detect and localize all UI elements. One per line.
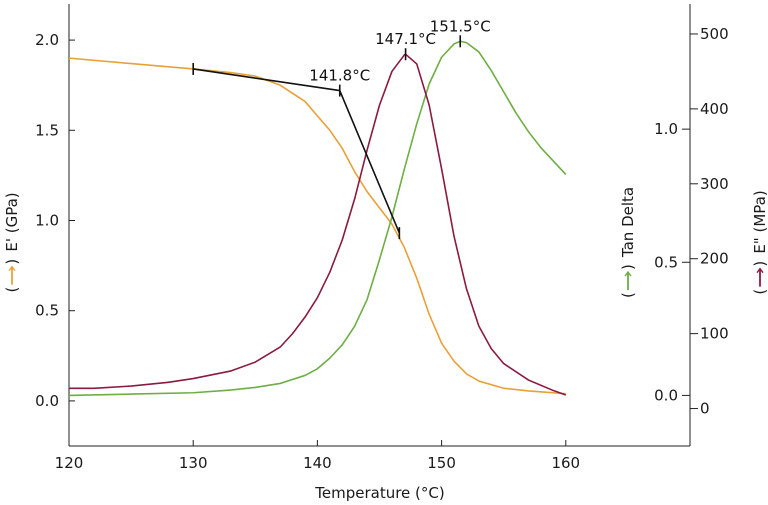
- legend-paren-open: (: [619, 292, 637, 298]
- right-tick-label: 500: [700, 25, 729, 43]
- tan-delta-tick-label: 0.5: [654, 253, 678, 271]
- legend-paren-close: ): [619, 264, 637, 270]
- x-tick-label: 140: [303, 454, 332, 472]
- tangent-line: [193, 68, 340, 92]
- legend-arrow: [756, 267, 764, 274]
- series-line-left: [68, 57, 566, 395]
- series-line-right: [69, 53, 567, 396]
- tan-delta-axis-label: Tan Delta: [619, 187, 637, 258]
- left-tick-label: 0.5: [35, 302, 59, 320]
- marker-layer: [192, 35, 462, 240]
- x-tick-label: 120: [55, 454, 84, 472]
- left-axis-label: E' (GPa): [3, 192, 21, 251]
- legend-arrow: [624, 270, 632, 277]
- legend-paren-close: ): [751, 261, 768, 267]
- tangent-line: [339, 90, 401, 234]
- right-tick-label: 0: [700, 400, 710, 418]
- legend-arrow: [8, 265, 16, 272]
- peak-annotation: 141.8°C: [309, 67, 370, 85]
- left-tick-label: 1.0: [35, 211, 59, 229]
- left-tick-label: 1.5: [35, 121, 59, 139]
- peak-annotation: 151.5°C: [430, 17, 491, 35]
- left-axis-title-group: E' (GPa): [3, 192, 21, 251]
- x-tick-label: 150: [427, 454, 456, 472]
- tick-layer: 120 130 140 150 160 0.0 0.5 1.0 1.5 2.0 0.0 0.5 1.0 0…: [35, 25, 729, 472]
- legend-paren-close: ): [3, 259, 21, 265]
- right-tick-label: 400: [700, 100, 729, 118]
- right-axis-title-group: E" (MPa): [751, 190, 768, 253]
- series-layer: [68, 40, 567, 397]
- left-tick-label: 2.0: [35, 31, 59, 49]
- tan-delta-tick-label: 0.0: [654, 386, 678, 404]
- tan-delta-axis-title-group: Tan Delta: [619, 187, 637, 258]
- legend-paren-open: (: [3, 287, 21, 293]
- legend-paren-open: (: [751, 289, 768, 295]
- right-tick-label: 100: [700, 325, 729, 343]
- right-tick-label: 200: [700, 250, 729, 268]
- tangent-layer: [193, 68, 401, 234]
- right-axis-label: E" (MPa): [751, 190, 768, 253]
- x-tick-label: 130: [179, 454, 208, 472]
- series-line-tan-delta: [68, 40, 567, 397]
- peak-annotation: 147.1°C: [375, 30, 436, 48]
- legend-swatch-left: (): [3, 259, 21, 293]
- legend-swatch-tan-delta: (): [619, 264, 637, 298]
- plot-frame: [68, 4, 691, 447]
- x-tick-label: 160: [551, 454, 580, 472]
- right-tick-label: 300: [700, 175, 729, 193]
- tan-delta-tick-label: 1.0: [654, 120, 678, 138]
- x-axis-label: Temperature (°C): [314, 484, 444, 502]
- legend-swatch-right: (): [751, 261, 768, 295]
- left-tick-label: 0.0: [35, 392, 59, 410]
